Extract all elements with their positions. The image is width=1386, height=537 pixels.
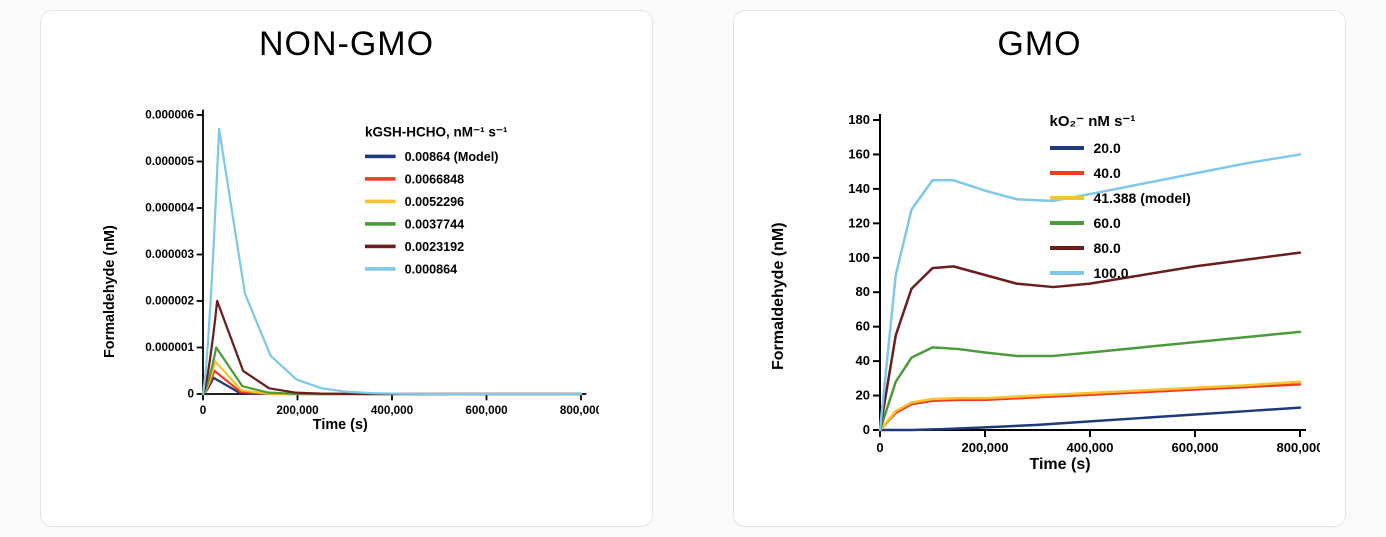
legend-swatch — [365, 222, 396, 226]
svg-text:0: 0 — [862, 422, 869, 437]
legend-label: 0.0023192 — [404, 239, 464, 253]
legend-item: 41.388 (model) — [1050, 186, 1191, 210]
chart-right: Formaldehyde (nM) Time (s) 0204060801001… — [760, 70, 1320, 490]
svg-text:100: 100 — [848, 250, 870, 265]
chart-left: Formaldehyde (nM) Time (s) 00.0000010.00… — [95, 70, 599, 448]
panel-title-left: NON-GMO — [259, 25, 434, 64]
legend-swatch — [1050, 171, 1084, 175]
svg-text:160: 160 — [848, 146, 870, 161]
legend-swatch — [365, 267, 396, 271]
legend-label: 0.0037744 — [404, 217, 464, 231]
svg-text:0: 0 — [187, 388, 194, 401]
legend-swatch — [1050, 246, 1084, 250]
legend-label: 0.0066848 — [404, 172, 464, 186]
legend-item: 20.0 — [1050, 136, 1191, 160]
legend-item: 0.0052296 — [365, 191, 508, 213]
legend-label: 100.0 — [1094, 265, 1129, 281]
svg-text:0.000004: 0.000004 — [145, 202, 194, 215]
legend-label: 0.00864 (Model) — [404, 149, 498, 163]
legend-label: 0.0052296 — [404, 194, 464, 208]
legend-title-right: kO₂⁻ nM s⁻¹ — [1050, 112, 1191, 130]
legend-title-left: kGSH-HCHO, nM⁻¹ s⁻¹ — [365, 124, 508, 140]
svg-text:180: 180 — [848, 112, 870, 127]
svg-text:60: 60 — [855, 319, 869, 334]
svg-text:80: 80 — [855, 284, 869, 299]
legend-item: 80.0 — [1050, 236, 1191, 260]
legend-swatch — [365, 245, 396, 249]
svg-text:800,000: 800,000 — [1276, 440, 1320, 455]
legend-item: 0.0023192 — [365, 236, 508, 258]
legend-label: 40.0 — [1094, 165, 1121, 181]
legend-swatch — [1050, 146, 1084, 150]
svg-text:200,000: 200,000 — [961, 440, 1008, 455]
svg-text:0.000002: 0.000002 — [145, 295, 194, 308]
legend-item: 100.0 — [1050, 261, 1191, 285]
svg-text:0.000003: 0.000003 — [145, 248, 194, 261]
svg-text:120: 120 — [848, 215, 870, 230]
svg-text:0.000005: 0.000005 — [145, 155, 194, 168]
panel-title-right: GMO — [997, 25, 1081, 64]
page: NON-GMO Formaldehyde (nM) Time (s) 00.00… — [0, 0, 1386, 537]
legend-label: 0.000864 — [404, 262, 457, 276]
legend-item: 0.000864 — [365, 258, 508, 280]
svg-text:200,000: 200,000 — [276, 404, 319, 417]
legend-swatch — [365, 200, 396, 204]
svg-text:0: 0 — [876, 440, 883, 455]
panel-right: GMO Formaldehyde (nM) Time (s) 020406080… — [733, 10, 1346, 527]
legend-swatch — [365, 177, 396, 181]
panel-left: NON-GMO Formaldehyde (nM) Time (s) 00.00… — [40, 10, 653, 527]
svg-text:600,000: 600,000 — [1171, 440, 1218, 455]
legend-label: 60.0 — [1094, 215, 1121, 231]
svg-text:0.000001: 0.000001 — [145, 341, 194, 354]
legend-swatch — [1050, 196, 1084, 200]
svg-text:0.000006: 0.000006 — [145, 109, 194, 122]
legend-label: 41.388 (model) — [1094, 190, 1191, 206]
legend-item: 40.0 — [1050, 161, 1191, 185]
svg-text:40: 40 — [855, 353, 869, 368]
legend-swatch — [365, 155, 396, 159]
legend-item: 0.00864 (Model) — [365, 146, 508, 168]
plot-svg-right: 0 20 40 60 80 100 120 140 160 180 0 200,000 400,000 6… — [760, 70, 1320, 490]
svg-text:140: 140 — [848, 181, 870, 196]
svg-text:400,000: 400,000 — [1066, 440, 1113, 455]
svg-text:400,000: 400,000 — [370, 404, 413, 417]
legend-label: 20.0 — [1094, 140, 1121, 156]
legend-item: 60.0 — [1050, 211, 1191, 235]
svg-text:0: 0 — [199, 404, 206, 417]
legend-left: kGSH-HCHO, nM⁻¹ s⁻¹ 0.00864 (Model) 0.006… — [365, 124, 508, 281]
legend-label: 80.0 — [1094, 240, 1121, 256]
legend-swatch — [1050, 221, 1084, 225]
plot-svg-left: 0 0.000001 0.000002 0.000003 0.000004 0.00000… — [95, 70, 599, 448]
legend-item: 0.0037744 — [365, 213, 508, 235]
legend-right: kO₂⁻ nM s⁻¹ 20.0 40.0 41.388 (model) 60.0 80… — [1050, 112, 1191, 286]
svg-text:800,000: 800,000 — [559, 404, 598, 417]
svg-text:600,000: 600,000 — [465, 404, 508, 417]
legend-swatch — [1050, 271, 1084, 275]
svg-text:20: 20 — [855, 388, 869, 403]
legend-item: 0.0066848 — [365, 168, 508, 190]
